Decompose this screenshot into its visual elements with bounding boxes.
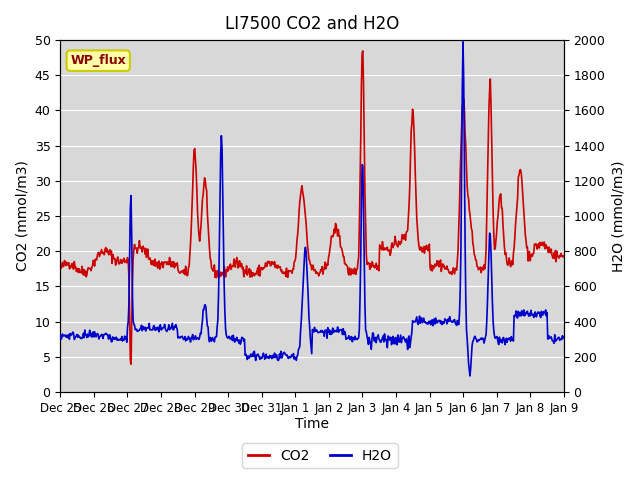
- Y-axis label: CO2 (mmol/m3): CO2 (mmol/m3): [15, 161, 29, 272]
- Text: WP_flux: WP_flux: [70, 54, 126, 67]
- Y-axis label: H2O (mmol/m3): H2O (mmol/m3): [611, 160, 625, 272]
- X-axis label: Time: Time: [295, 418, 329, 432]
- Legend: CO2, H2O: CO2, H2O: [243, 443, 397, 468]
- Title: LI7500 CO2 and H2O: LI7500 CO2 and H2O: [225, 15, 399, 33]
